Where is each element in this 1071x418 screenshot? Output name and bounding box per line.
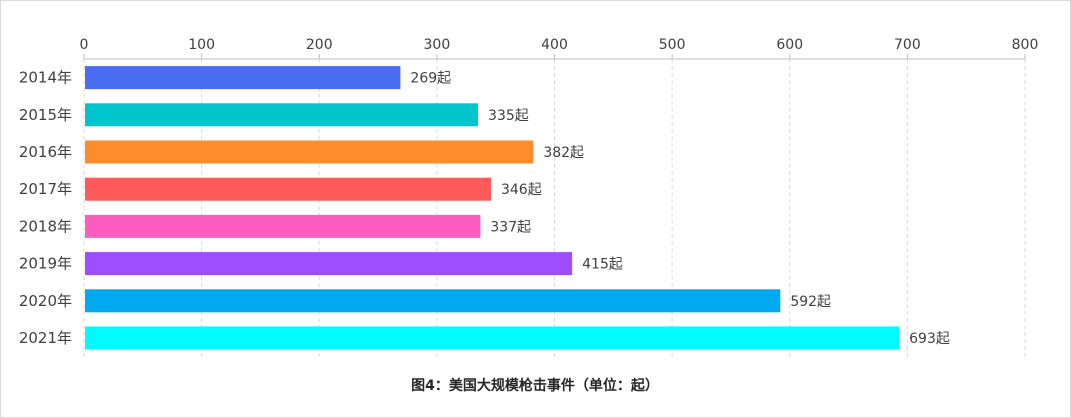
x-tick-label: 300: [424, 37, 451, 53]
category-label: 2018年: [19, 217, 72, 235]
data-label: 693起: [909, 331, 950, 347]
data-labels: 269起 335起 382起 346起 337起 415起 592起 693起: [410, 71, 949, 347]
x-tick-label: 800: [1012, 37, 1039, 53]
data-label: 335起: [488, 108, 529, 124]
category-label: 2015年: [19, 106, 72, 124]
category-label: 2017年: [19, 180, 72, 198]
bar: [85, 289, 781, 313]
bar: [85, 66, 401, 90]
x-tick-label: 0: [80, 37, 89, 53]
x-axis: 0 100 200 300 400 500 600 700 800: [80, 37, 1039, 60]
x-tick-label: 100: [188, 37, 215, 53]
bars: [85, 66, 900, 350]
category-label: 2019年: [19, 255, 72, 273]
category-labels: 2014年 2015年 2016年 2017年 2018年 2019年 2020年 2021年: [19, 69, 72, 347]
category-label: 2020年: [19, 292, 72, 310]
data-label: 415起: [582, 257, 623, 273]
data-label: 337起: [490, 219, 531, 235]
bar: [85, 103, 479, 127]
category-label: 2014年: [19, 69, 72, 87]
bar: [85, 177, 491, 201]
category-label: 2021年: [19, 329, 72, 347]
bar: [85, 252, 573, 276]
data-label: 592起: [790, 294, 831, 310]
x-tick-label: 200: [306, 37, 333, 53]
x-tick-label: 600: [776, 37, 803, 53]
bar: [85, 140, 534, 164]
data-label: 346起: [501, 182, 542, 198]
category-label: 2016年: [19, 143, 72, 161]
chart-title: 图4：美国大规模枪击事件（单位：起）: [411, 377, 659, 394]
data-label: 269起: [410, 71, 451, 87]
bar: [85, 214, 481, 238]
bar: [85, 326, 900, 350]
x-tick-label: 500: [659, 37, 686, 53]
data-label: 382起: [543, 145, 584, 161]
x-tick-label: 400: [541, 37, 568, 53]
x-tick-label: 700: [894, 37, 921, 53]
